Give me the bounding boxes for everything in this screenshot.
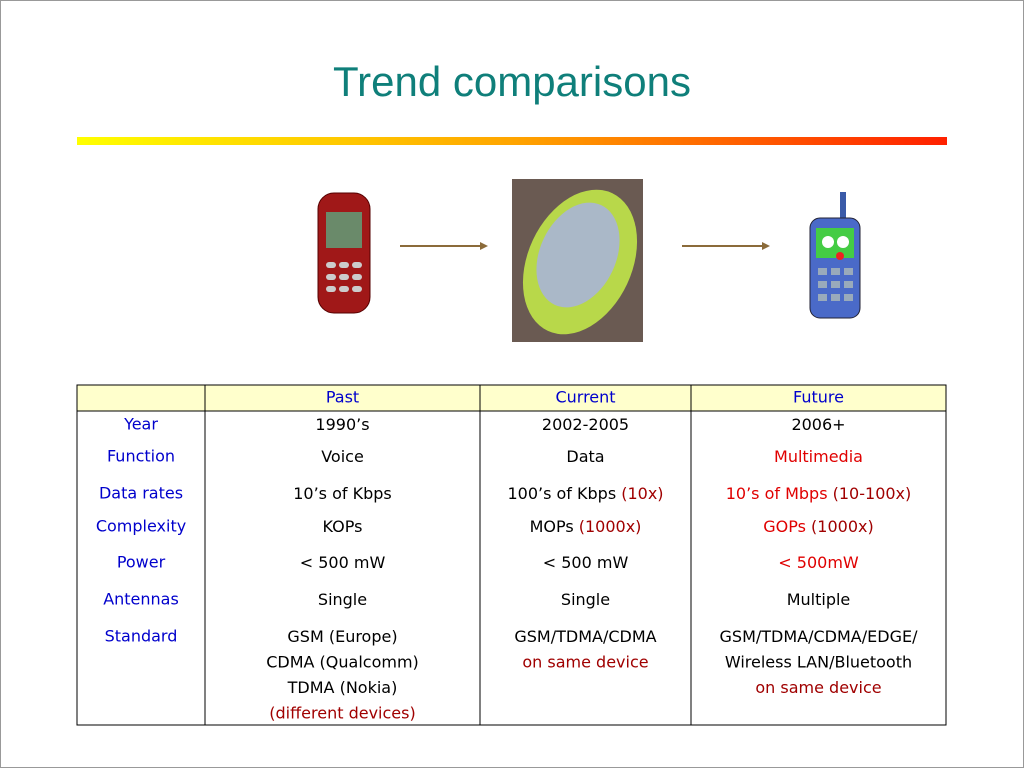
- row-label: Antennas: [103, 590, 179, 609]
- cell-line: Single: [318, 590, 367, 609]
- row-label: Complexity: [96, 517, 186, 536]
- cell-text: KOPs: [323, 517, 363, 536]
- cell-text: < 500 mW: [300, 553, 386, 572]
- cell-line: < 500mW: [778, 553, 859, 572]
- cell-line: on same device: [522, 652, 648, 671]
- arrow: [682, 242, 770, 250]
- cell-line: Wireless LAN/Bluetooth: [725, 652, 912, 671]
- cell-line: MOPs (1000x): [530, 517, 642, 536]
- cartoon-phone: [809, 192, 861, 319]
- cell-line: GOPs (1000x): [763, 517, 873, 536]
- cell-line: 2006+: [791, 415, 845, 434]
- cell-text: Voice: [321, 447, 364, 466]
- cell-line: 100’s of Kbps (10x): [507, 484, 663, 503]
- cell-text: CDMA (Qualcomm): [266, 652, 419, 671]
- cell-text: Single: [318, 590, 367, 609]
- row-label: Function: [107, 447, 175, 466]
- arrow: [400, 242, 488, 250]
- cell-text: MOPs: [530, 517, 579, 536]
- cell-line: (different devices): [269, 703, 415, 722]
- cell-line: GSM (Europe): [287, 627, 397, 646]
- table-border: [76, 384, 947, 726]
- cell-text: on same device: [755, 678, 881, 697]
- cell-text: (1000x): [806, 517, 874, 536]
- cell-text: GSM/TDMA/CDMA/EDGE/: [720, 627, 919, 646]
- cell-line: CDMA (Qualcomm): [266, 652, 419, 671]
- cell-line: Data: [566, 447, 604, 466]
- cell-line: < 500 mW: [543, 553, 629, 572]
- cell-line: GSM/TDMA/CDMA: [514, 627, 656, 646]
- cell-text: 100’s of Kbps: [507, 484, 621, 503]
- cell-line: Voice: [321, 447, 364, 466]
- cell-text: 1990’s: [315, 415, 369, 434]
- cell-line: Multiple: [787, 590, 851, 609]
- cell-text: (10-100x): [828, 484, 912, 503]
- cell-line: < 500 mW: [300, 553, 386, 572]
- cell-text: GOPs: [763, 517, 806, 536]
- cell-text: (1000x): [579, 517, 642, 536]
- cell-text: Multiple: [787, 590, 851, 609]
- cell-text: TDMA (Nokia): [287, 678, 398, 697]
- cell-line: GSM/TDMA/CDMA/EDGE/: [720, 627, 919, 646]
- cell-line: 1990’s: [315, 415, 369, 434]
- cell-text: GSM (Europe): [287, 627, 397, 646]
- row-label: Standard: [105, 627, 178, 646]
- cell-line: Multimedia: [774, 447, 863, 466]
- cell-text: Multimedia: [774, 447, 863, 466]
- title: Trend comparisons: [333, 58, 691, 105]
- old-phone: [317, 192, 371, 314]
- cell-text: (10x): [621, 484, 663, 503]
- cell-text: 2006+: [791, 415, 845, 434]
- column-header: Future: [793, 388, 844, 407]
- row-label: Year: [123, 415, 158, 434]
- table: Past Current Future Year 1990’s 2002-2005 2006…: [76, 384, 947, 726]
- cell-text: < 500 mW: [543, 553, 629, 572]
- cell-text: Wireless LAN/Bluetooth: [725, 652, 912, 671]
- cell-line: 2002-2005: [542, 415, 629, 434]
- cell-text: on same device: [522, 652, 648, 671]
- row-label: Power: [117, 553, 166, 572]
- cell-line: 10’s of Mbps (10-100x): [726, 484, 912, 503]
- cell-text: (different devices): [269, 703, 415, 722]
- row-label: Data rates: [99, 484, 183, 503]
- cell-line: KOPs: [323, 517, 363, 536]
- column-header: Past: [326, 388, 359, 407]
- cell-line: TDMA (Nokia): [287, 678, 398, 697]
- cell-line: Single: [561, 590, 610, 609]
- cell-text: Data: [566, 447, 604, 466]
- cell-text: Single: [561, 590, 610, 609]
- cell-text: 10’s of Mbps: [726, 484, 828, 503]
- cell-text: < 500mW: [778, 553, 859, 572]
- cell-text: GSM/TDMA/CDMA: [514, 627, 656, 646]
- cell-line: on same device: [755, 678, 881, 697]
- cell-text: 10’s of Kbps: [293, 484, 392, 503]
- smart-phone: [512, 179, 643, 342]
- cell-line: 10’s of Kbps: [293, 484, 392, 503]
- header-row: [77, 385, 946, 411]
- title-bar: [77, 137, 947, 145]
- cell-text: 2002-2005: [542, 415, 629, 434]
- column-header: Current: [555, 388, 615, 407]
